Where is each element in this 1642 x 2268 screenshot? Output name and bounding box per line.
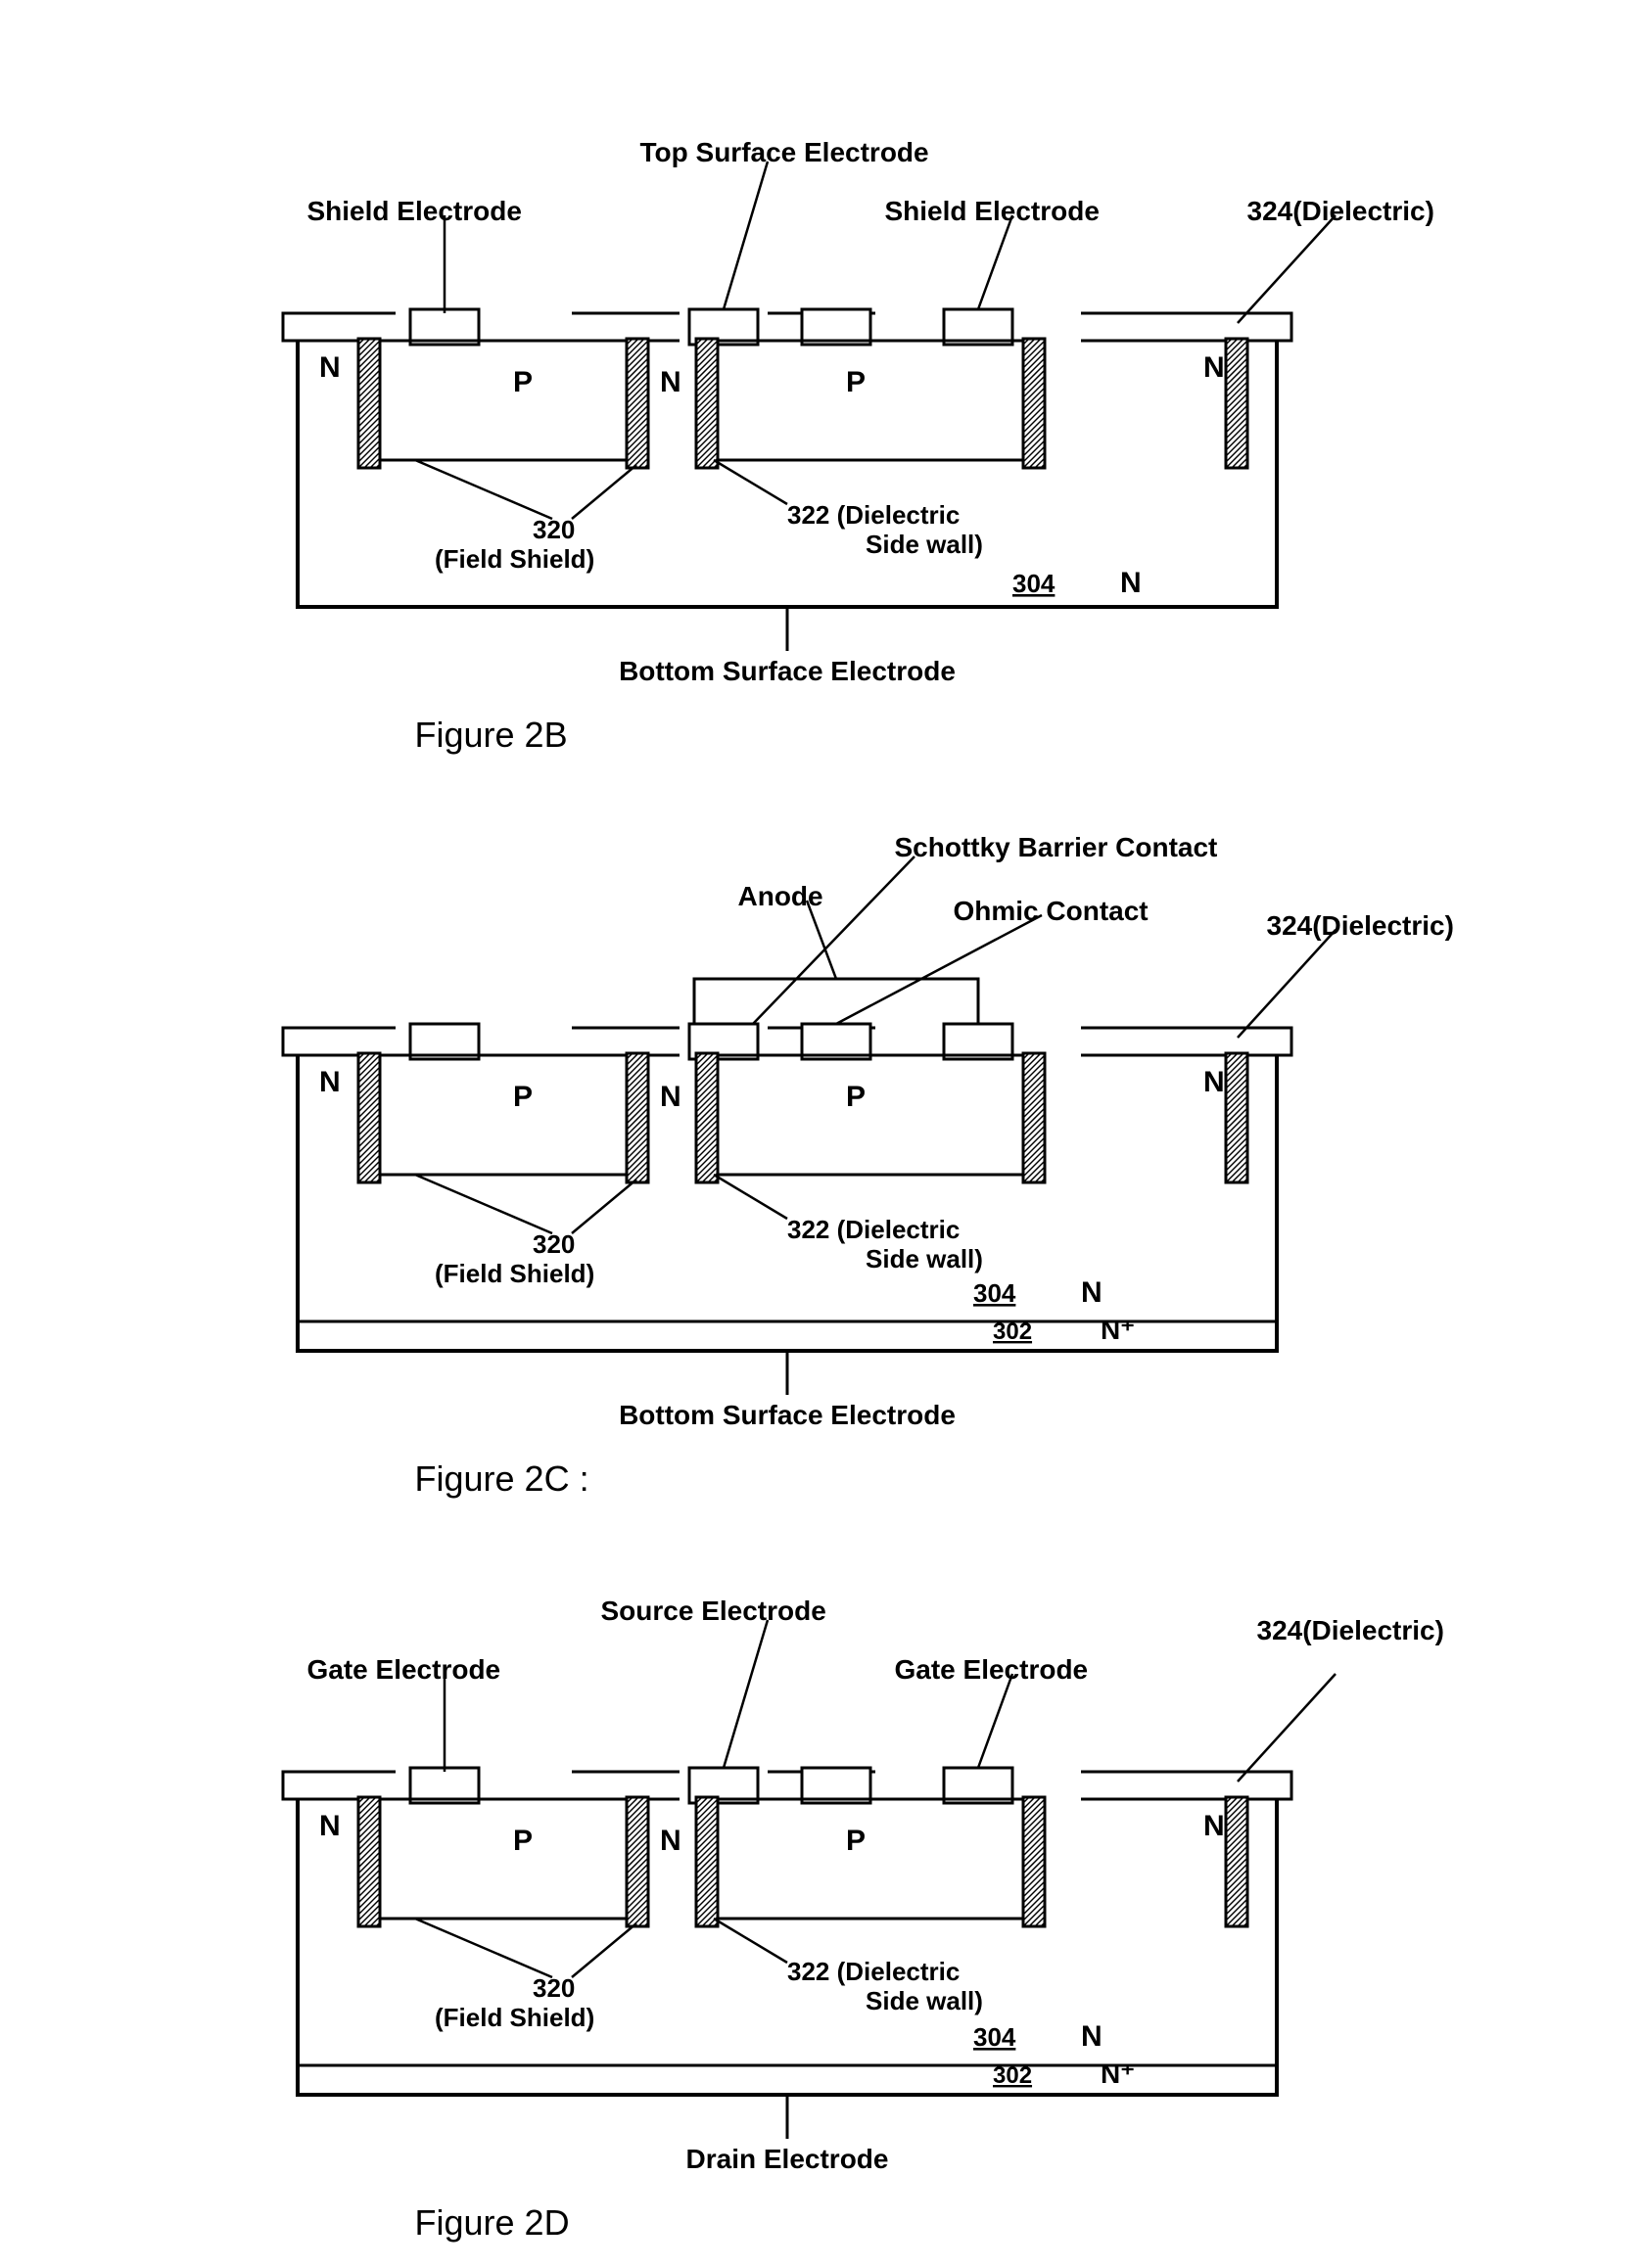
ref-label: 322 (Dielectric [787,500,960,530]
fig2c: N P N P N 320(Field Shield) 322 (DielectricSid… [161,783,1482,1468]
ref-label: (Field Shield) [435,2003,594,2032]
ref-label: 320 [533,515,575,544]
doping-label: N [1203,1810,1225,1842]
ref-label: (Field Shield) [435,1259,594,1288]
top-label: 324(Dielectric) [1247,196,1434,227]
leader-top [1238,215,1336,323]
leader-top [724,162,768,309]
ref-label: (Field Shield) [435,544,594,574]
fig2d: N P N P N 320(Field Shield) 322 (DielectricSid… [161,1527,1482,2212]
bottom-electrode-label: Bottom Surface Electrode [619,656,956,686]
doping-label: N [660,1081,681,1113]
doping-304: N [1081,1276,1102,1309]
ref-304: 304 [973,2022,1016,2052]
doping-label: P [846,1825,866,1857]
top-label: Shield Electrode [885,196,1100,227]
figure-caption: Figure 2B [415,715,568,756]
doping-label: P [513,1825,533,1857]
leader-top [724,1620,768,1768]
ref-label: 320 [533,1973,575,2003]
doping-label: N [319,351,341,384]
top-label: Ohmic Contact [954,896,1149,927]
leader-top [1238,1674,1336,1782]
anode-bracket [694,979,978,1024]
top-label: 324(Dielectric) [1257,1615,1444,1646]
top-label: 324(Dielectric) [1267,910,1454,942]
doping-304: N [1081,2020,1102,2053]
top-label: Shield Electrode [307,196,522,227]
top-label: Anode [738,881,823,912]
doping-label: P [513,1081,533,1113]
ref-label: 320 [533,1229,575,1259]
top-label: Gate Electrode [307,1654,501,1686]
device-body [298,1782,1277,2095]
doping-label: N [319,1066,341,1098]
ref-304: 304 [1012,569,1056,598]
ref-label: Side wall) [866,1244,983,1273]
leader-ohmic [836,915,1042,1024]
ref-304: 304 [973,1278,1016,1308]
bottom-electrode-label: Drain Electrode [685,2144,888,2174]
bottom-electrode-label: Bottom Surface Electrode [619,1400,956,1430]
figure-caption: Figure 2C : [415,1458,589,1500]
fig2b: N P N P N 320(Field Shield) 322 (DielectricSid… [161,69,1482,754]
doping-label: P [513,366,533,398]
doping-label: N [1203,351,1225,384]
doping-label: N [1203,1066,1225,1098]
top-label: Source Electrode [601,1596,826,1627]
doping-302: N⁺ [1101,2059,1135,2089]
top-label: Top Surface Electrode [640,137,929,168]
ref-label: 322 (Dielectric [787,1957,960,1986]
doping-label: N [319,1810,341,1842]
ref-label: Side wall) [866,530,983,559]
device-body [298,1038,1277,1351]
leader-anode [807,901,836,979]
figure-caption: Figure 2D [415,2202,570,2244]
ref-label: 322 (Dielectric [787,1215,960,1244]
top-label: Gate Electrode [895,1654,1089,1686]
leader-324 [1238,930,1336,1038]
doping-label: N [660,366,681,398]
leader-top [978,1674,1012,1768]
doping-304: N [1120,567,1142,599]
leader-top [978,215,1012,309]
ref-label: Side wall) [866,1986,983,2015]
doping-label: N [660,1825,681,1857]
doping-label: P [846,366,866,398]
ref-302: 302 [993,1319,1032,1345]
doping-302: N⁺ [1101,1315,1135,1345]
ref-302: 302 [993,2062,1032,2089]
doping-label: P [846,1081,866,1113]
top-label: Schottky Barrier Contact [895,832,1218,863]
